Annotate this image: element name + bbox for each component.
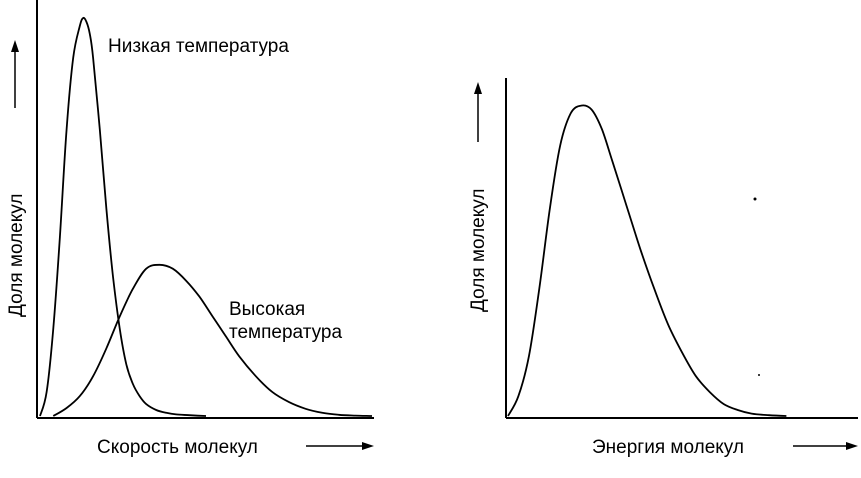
chart-1: Низкая температура Высокая температура Д… xyxy=(6,0,374,458)
chart-1-x-axis-arrow-icon xyxy=(306,442,374,450)
chart-1-y-axis-label: Доля молекул xyxy=(6,194,27,317)
chart-2-series-line xyxy=(507,104,787,417)
chart-2-speck-bottom xyxy=(758,374,760,376)
chart-2: Доля молекул Энергия молекул xyxy=(468,78,858,458)
chart-1-annotation-high-line2: температура xyxy=(229,322,342,343)
chart-1-y-axis-arrow-icon xyxy=(11,40,19,108)
chart-1-annotation-low-temperature: Низкая температура xyxy=(108,36,289,57)
chart-2-x-axis-arrow-icon xyxy=(793,442,858,450)
chart-2-y-axis-label: Доля молекул xyxy=(468,189,489,312)
chart-2-speck-top xyxy=(753,197,757,201)
chart-1-series-low-temperature-line xyxy=(39,16,207,417)
chart-2-y-axis-arrow-icon xyxy=(474,82,482,142)
chart-1-x-axis-label: Скорость молекул xyxy=(97,437,258,458)
chart-1-series-high-temperature-line xyxy=(52,263,373,417)
chart-1-annotation-high-line1: Высокая xyxy=(229,299,305,320)
chart-2-x-axis-label: Энергия молекул xyxy=(592,437,744,458)
